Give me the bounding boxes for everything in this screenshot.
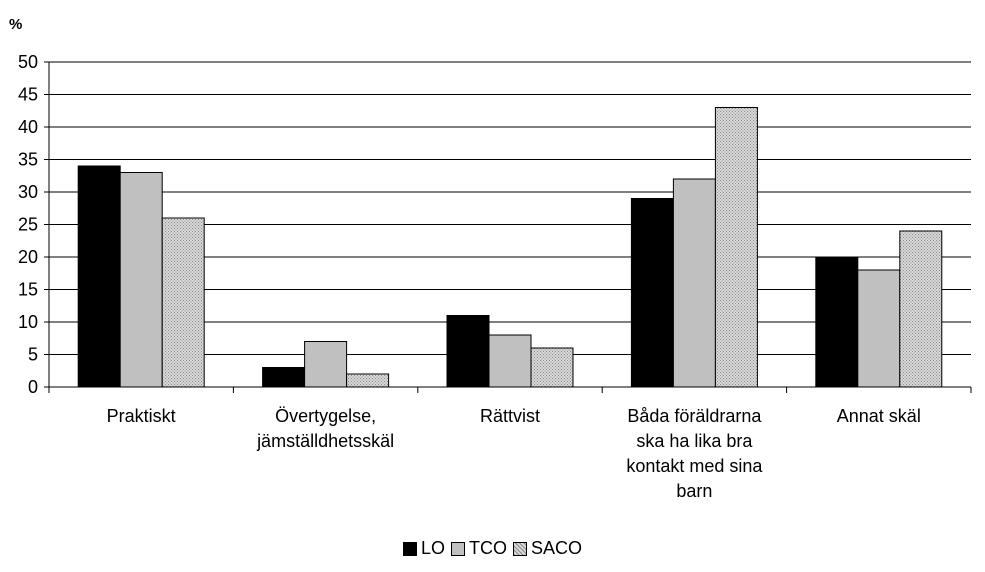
bar-saco-3 [714,107,758,388]
bar-tco-3 [672,178,716,388]
y-tick-label: 35 [18,150,38,170]
legend: LO TCO SACO [0,538,985,561]
bar-lo-2 [446,315,490,388]
bar-lo-4 [815,256,859,388]
y-unit-label: % [9,16,23,33]
bar-saco-0 [161,217,205,388]
y-tick-label: 10 [18,312,38,332]
x-category-label: Övertygelse, jämställdhetsskäl [257,406,395,451]
bar-saco-2 [530,347,574,388]
x-category-label: Rättvist [479,406,540,426]
y-tick-label: 45 [18,85,38,105]
bars [77,107,943,388]
x-category-label: Annat skäl [836,406,921,426]
legend-item-lo: LO [402,538,445,559]
y-tick-label: 25 [18,215,38,235]
x-category-label: Praktiskt [106,406,176,426]
bar-tco-1 [304,341,348,388]
bar-tco-2 [488,334,532,388]
bar-tco-0 [119,172,163,388]
legend-swatch [513,541,527,556]
legend-label: LO [420,538,445,558]
y-tick-label: 5 [28,345,38,365]
y-tick-label: 0 [28,377,38,397]
bar-lo-3 [630,198,674,388]
y-tick-label: 20 [18,247,38,267]
legend-label: TCO [469,538,507,558]
y-tick-labels: 0 5 10 15 20 25 30 35 40 45 50 [18,52,38,397]
y-tick-label: 50 [18,52,38,72]
legend-item-tco: TCO [451,538,507,559]
bar-saco-1 [346,373,390,388]
bar-tco-4 [857,269,901,388]
bar-lo-0 [77,165,121,388]
legend-swatch [451,541,465,556]
bar-saco-4 [899,230,943,388]
bar-lo-1 [262,367,306,388]
y-tick-label: 15 [18,280,38,300]
y-tick-label: 40 [18,117,38,137]
axes [44,61,972,393]
legend-label: SACO [531,538,583,558]
legend-item-saco: SACO [513,538,582,559]
y-tick-label: 30 [18,182,38,202]
legend-swatch [402,541,417,556]
x-category-label: Båda föräldrarna ska ha lika bra kontakt… [626,406,763,501]
